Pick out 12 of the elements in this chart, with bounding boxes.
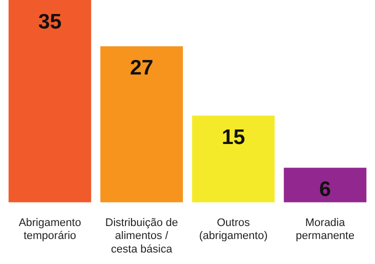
bar [284,168,366,202]
bar [8,0,92,202]
data-label: 35 [38,10,62,34]
x-tick-label: Distribuição de alimentos / cesta básica [105,217,178,256]
bar [192,116,275,202]
x-tick-label: Moradia permanente [296,217,354,242]
bar [100,46,183,202]
data-label: 6 [319,178,331,201]
data-label: 15 [222,126,246,149]
x-tick-label: Outros (abrigamento) [199,217,268,242]
x-tick-label: Abrigamento temporário [18,217,82,242]
data-label: 27 [130,56,154,80]
